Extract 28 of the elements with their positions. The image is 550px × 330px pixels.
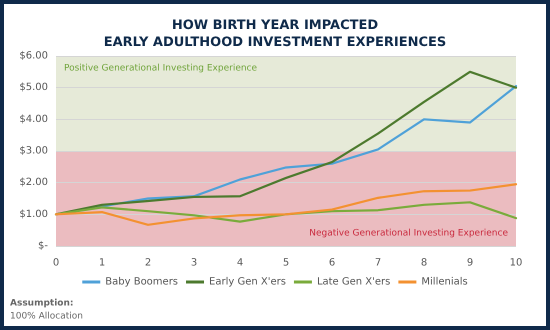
y-tick-label: $6.00 xyxy=(19,50,48,62)
y-tick-label: $4.00 xyxy=(19,114,48,125)
line-series xyxy=(54,183,518,226)
x-tick-label: 7 xyxy=(374,258,382,268)
x-tick-label: 3 xyxy=(190,258,198,268)
text: Assumption: xyxy=(10,298,74,308)
text: 100% Allocation xyxy=(10,312,83,322)
x-tick-label: 8 xyxy=(420,258,428,268)
legend-label: Baby Boomers xyxy=(105,276,178,288)
y-tick-label: $3.00 xyxy=(19,146,48,156)
x-tick-label: 0 xyxy=(52,258,60,268)
y-tick-label: $2.00 xyxy=(19,177,48,188)
x-tick-label: 6 xyxy=(328,258,336,268)
x-tick-label: 10 xyxy=(510,258,522,268)
y-tick-label: $5.00 xyxy=(19,82,48,94)
legend-label: Millenials xyxy=(421,276,468,288)
legend-label: Early Gen X'ers xyxy=(209,276,286,288)
y-tick-label: $- xyxy=(38,240,48,252)
x-tick-label: 9 xyxy=(466,258,474,268)
band-label: Positive Generational Investing Experience xyxy=(64,64,258,74)
x-tick-label: 2 xyxy=(144,258,152,268)
y-tick-label: $1.00 xyxy=(19,208,48,220)
x-tick-label: 5 xyxy=(282,258,290,268)
x-tick-label: 4 xyxy=(236,258,244,268)
x-tick-label: 1 xyxy=(98,258,106,268)
band-label: Negative Generational Investing Experience xyxy=(309,228,508,238)
chart-title: HOW BIRTH YEAR IMPACTED EARLY ADULTHOOD INVESTMENT EXPERIENCES xyxy=(104,18,446,50)
legend-label: Late Gen X'ers xyxy=(316,276,390,288)
